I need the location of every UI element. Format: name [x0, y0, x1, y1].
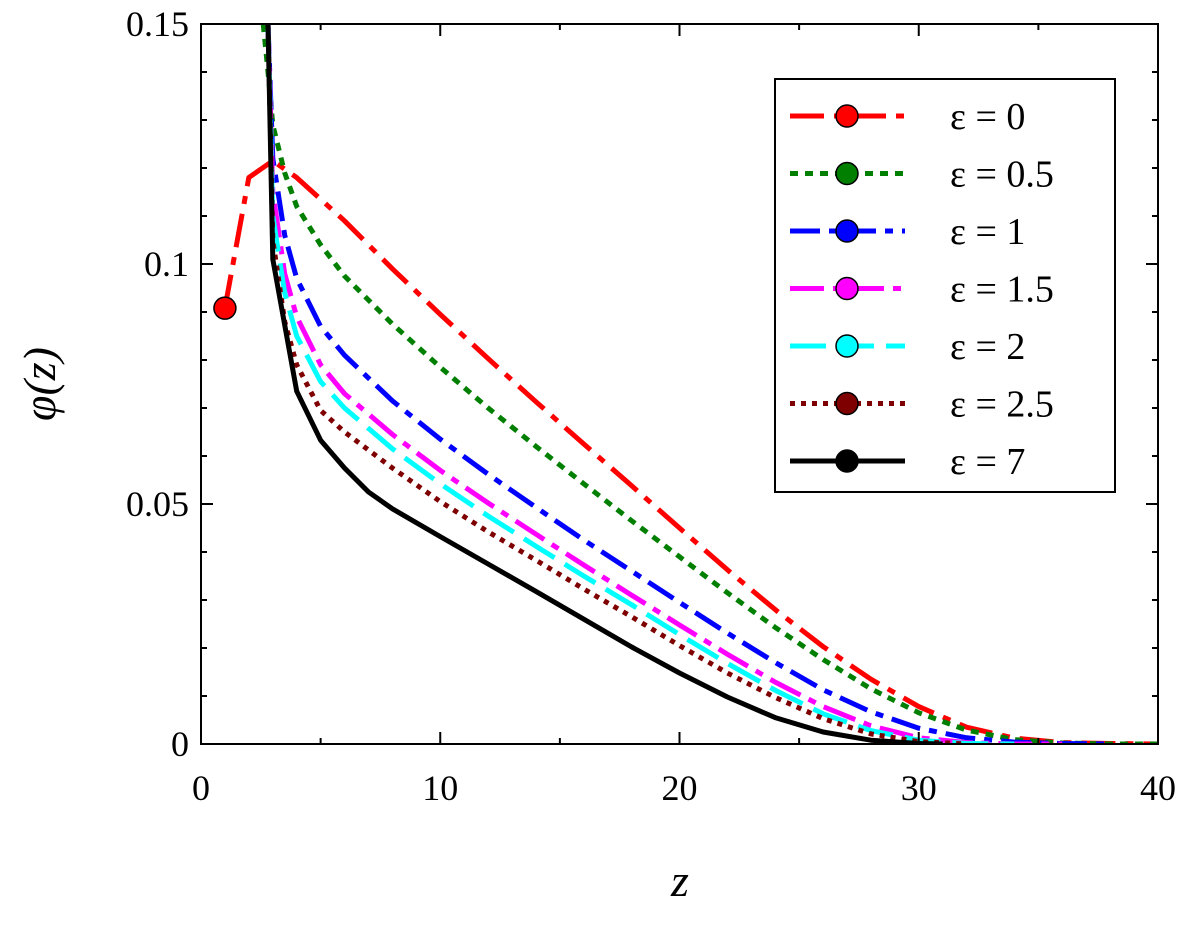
x-tick-label: 20: [662, 768, 698, 808]
legend-marker-0: [835, 104, 859, 128]
x-tick-label: 40: [1140, 768, 1176, 808]
series-line-3: [265, 24, 1063, 744]
legend-label-3: ε = 1.5: [950, 269, 1054, 311]
legend-box: [774, 78, 1116, 493]
x-tick-label: 0: [192, 768, 210, 808]
legend-label-2: ε = 1: [950, 211, 1025, 253]
legend: ε = 0 ε = 0.5 ε = 1 ε = 1.5 ε = 2 ε = 2.5 ε = …: [774, 78, 1116, 493]
series-line-1: [260, 24, 1158, 744]
y-tick-label: 0.15: [126, 4, 189, 44]
x-tick-label: 30: [901, 768, 937, 808]
markers-layer: [213, 296, 237, 320]
legend-label-1: ε = 0.5: [950, 154, 1054, 196]
series-line-4: [265, 24, 1015, 744]
series-line-6: [265, 24, 943, 744]
legend-entries: ε = 0 ε = 0.5 ε = 1 ε = 1.5 ε = 2 ε = 2.5 ε = …: [790, 96, 1054, 483]
legend-marker-3: [835, 276, 859, 301]
y-tick-label: 0: [171, 724, 189, 764]
legend-label-4: ε = 2: [950, 326, 1025, 368]
y-tick-label: 0.05: [126, 484, 189, 524]
legend-marker-1: [835, 161, 859, 186]
legend-marker-2: [835, 219, 859, 243]
series-marker-0: [213, 296, 237, 320]
x-axis-title: z: [670, 855, 689, 906]
ticks-layer: 0 10 20 30 40 0 0.05 0.1 0.15: [126, 4, 1176, 808]
legend-label-5: ε = 2.5: [950, 384, 1054, 426]
y-axis-title: φ(z): [14, 347, 65, 421]
legend-label-0: ε = 0: [950, 96, 1025, 138]
legend-marker-5: [835, 391, 859, 416]
x-tick-label: 10: [422, 768, 458, 808]
series-line-5: [265, 24, 967, 744]
y-tick-label: 0.1: [144, 244, 189, 284]
legend-label-6: ε = 7: [950, 441, 1025, 483]
legend-marker-6: [835, 449, 859, 473]
series-layer: [222, 24, 1158, 744]
series-line-2: [265, 24, 1111, 744]
legend-marker-4: [835, 334, 859, 358]
